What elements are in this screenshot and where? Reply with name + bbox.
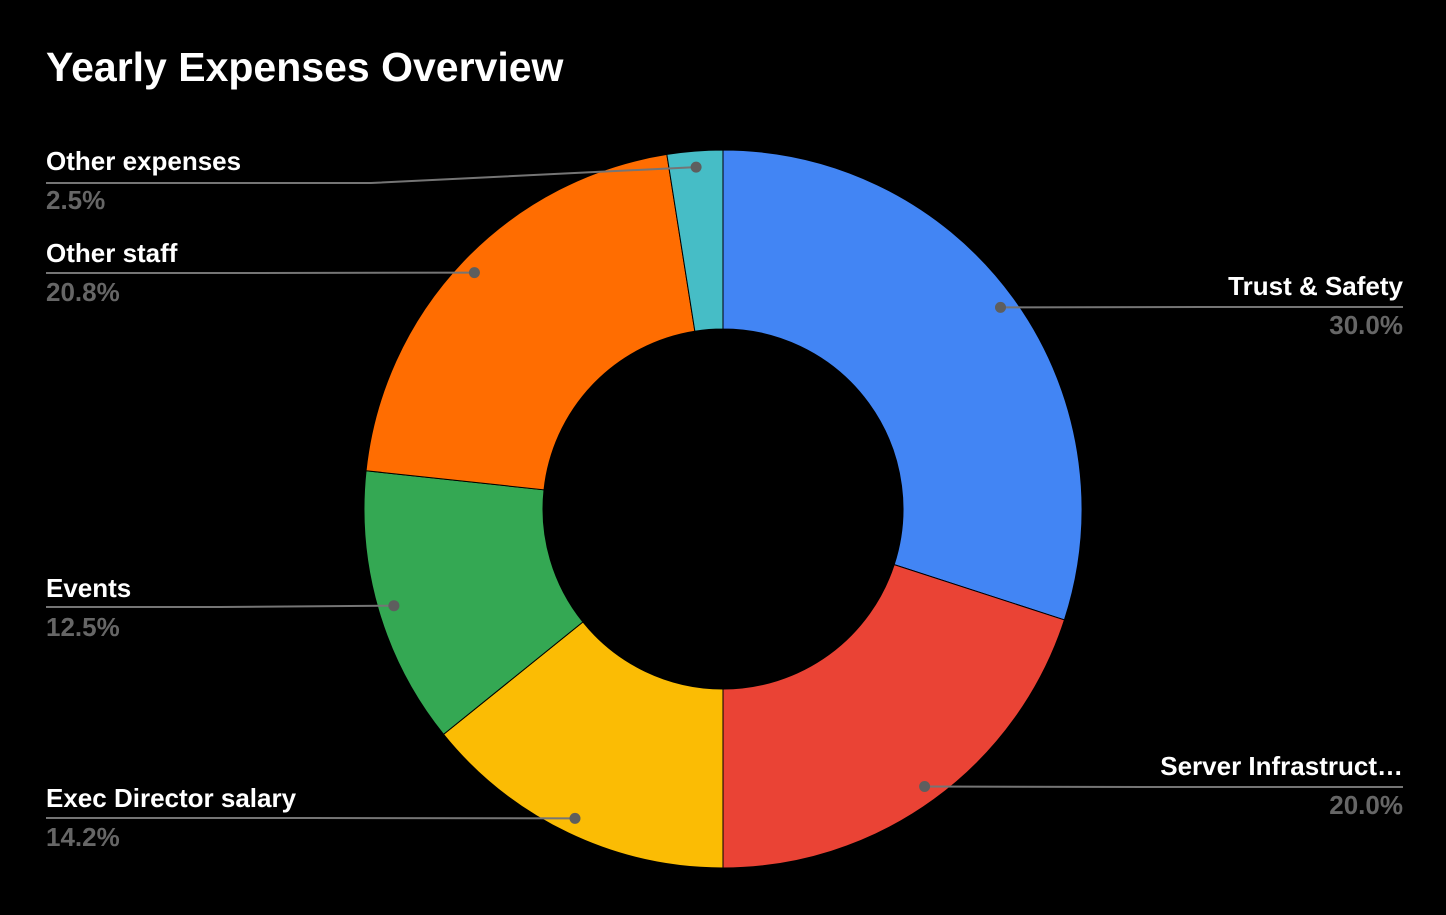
- leader-dot-exec-director-salary: [569, 812, 581, 824]
- slice-trust-safety[interactable]: [722, 149, 1083, 621]
- slice-exec-director-salary[interactable]: [442, 621, 724, 869]
- slice-name: Other staff: [46, 238, 178, 268]
- leader-dot-other-expenses: [690, 161, 702, 173]
- slice-label-other-staff: Other staff 20.8%: [46, 239, 177, 307]
- slice-server-infrastructure[interactable]: [722, 563, 1066, 869]
- leader-line-events: [46, 604, 394, 608]
- slice-label-trust-safety: Trust & Safety 30.0%: [1228, 272, 1403, 340]
- slice-other-staff[interactable]: [365, 153, 696, 491]
- slice-other-expenses[interactable]: [666, 149, 724, 332]
- slice-name: Events: [46, 573, 132, 603]
- chart-title: Yearly Expenses Overview: [46, 44, 564, 90]
- slice-label-other-expenses: Other expenses 2.5%: [46, 147, 241, 215]
- slice-percent: 20.8%: [46, 277, 120, 307]
- slice-percent: 20.0%: [1329, 790, 1403, 820]
- leader-line-other-expenses: [46, 166, 697, 184]
- slice-label-exec-director-salary: Exec Director salary 14.2%: [46, 784, 296, 852]
- slice-name: Server Infrastruct…: [1160, 751, 1403, 781]
- slice-percent: 14.2%: [46, 822, 120, 852]
- slice-label-server-infrastructure: Server Infrastruct… 20.0%: [1160, 752, 1403, 820]
- slice-events[interactable]: [363, 470, 584, 736]
- slice-percent: 12.5%: [46, 612, 120, 642]
- slice-name: Other expenses: [46, 146, 242, 176]
- slice-percent: 30.0%: [1329, 310, 1403, 340]
- leader-line-server-infrastructure: [924, 785, 1403, 788]
- slice-label-events: Events 12.5%: [46, 574, 131, 642]
- leader-dot-trust-safety: [995, 301, 1006, 313]
- slice-name: Exec Director salary: [46, 783, 297, 813]
- leader-dot-server-infrastructure: [919, 781, 931, 792]
- slice-name: Trust & Safety: [1228, 271, 1403, 301]
- leader-dot-events: [388, 600, 400, 612]
- slice-percent: 2.5%: [46, 185, 106, 215]
- leader-dot-other-staff: [468, 267, 480, 279]
